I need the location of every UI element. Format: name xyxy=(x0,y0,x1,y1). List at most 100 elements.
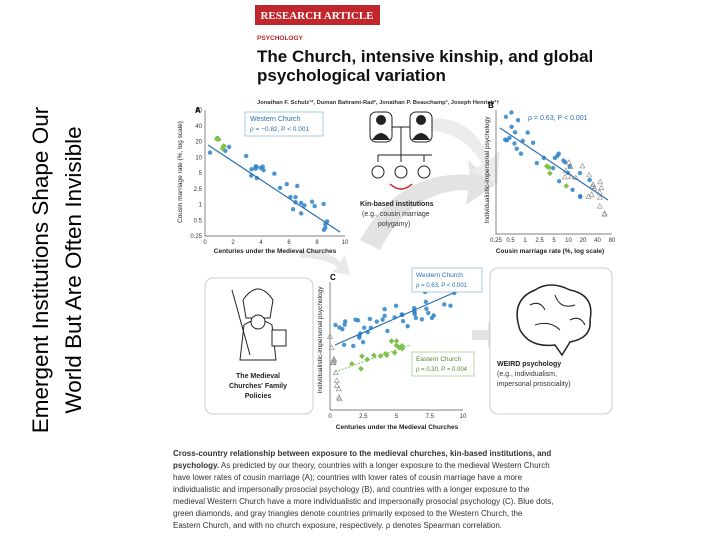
panel-letter: C xyxy=(330,273,336,282)
point xyxy=(534,160,539,166)
x-tick-label: 40 xyxy=(594,238,601,244)
point xyxy=(555,153,560,158)
point xyxy=(374,319,379,324)
panel-letter: A xyxy=(195,106,201,115)
point xyxy=(405,323,410,329)
point xyxy=(335,385,342,392)
point xyxy=(249,167,254,172)
x-tick-label: 7.5 xyxy=(426,414,435,420)
x-tick-label: 0.25 xyxy=(490,238,502,244)
point xyxy=(598,184,605,191)
legend-box xyxy=(411,267,483,293)
caption: Cross-country relationship between expos… xyxy=(173,449,553,530)
y-tick-label: 40 xyxy=(195,124,202,130)
church-text: Policies xyxy=(245,393,272,400)
point xyxy=(382,313,387,319)
point xyxy=(272,171,277,176)
point xyxy=(515,118,521,123)
point xyxy=(312,203,317,209)
x-tick-label: 10 xyxy=(342,240,349,246)
point xyxy=(507,135,512,141)
point xyxy=(243,153,249,159)
y-tick-label: 1 xyxy=(199,203,203,209)
point xyxy=(221,143,227,149)
point xyxy=(258,165,263,171)
point xyxy=(321,227,327,232)
point xyxy=(309,199,315,204)
caption-lead: psychology. xyxy=(173,461,219,470)
y-tick-label: 5 xyxy=(199,171,203,177)
point xyxy=(556,178,562,184)
x-tick-label: 2 xyxy=(231,240,235,246)
point xyxy=(327,333,334,339)
x-tick-label: 4 xyxy=(259,240,263,246)
point xyxy=(588,191,595,197)
x-tick-label: 10 xyxy=(460,414,467,420)
point xyxy=(377,353,384,359)
legend-text: ρ = −0.82, P < 0.001 xyxy=(250,126,309,133)
point xyxy=(284,181,289,187)
point xyxy=(367,316,373,322)
point xyxy=(359,353,365,359)
title-line: World But Are Often Invisible xyxy=(61,126,86,413)
y-label: Individualistic-impersonal psychology xyxy=(317,286,324,394)
x-tick-label: 20 xyxy=(580,238,587,244)
legend-text: ρ = 0.63, P < 0.001 xyxy=(528,115,588,122)
point xyxy=(509,110,514,115)
point xyxy=(342,319,348,324)
point xyxy=(577,170,583,176)
point xyxy=(328,344,335,350)
legend-text: ρ = 0.63, P < 0.001 xyxy=(416,283,468,289)
caption-line: green diamonds, and gray triangles denot… xyxy=(173,509,523,518)
panel-letter: B xyxy=(488,101,494,110)
y-tick-label: 0.25 xyxy=(190,234,202,240)
caption-line: Cross-country relationship between expos… xyxy=(173,449,551,458)
point xyxy=(333,382,340,388)
point xyxy=(579,162,586,169)
point xyxy=(380,317,385,322)
x-tick-label: 2.5 xyxy=(535,238,544,244)
axis xyxy=(495,110,612,235)
point xyxy=(585,193,592,199)
point xyxy=(295,183,300,189)
legend-text: Western Church xyxy=(416,272,463,279)
point xyxy=(597,178,604,185)
y-tick-label: 20 xyxy=(195,140,202,146)
y-label: Individualistic-impersonal psychology xyxy=(484,116,491,224)
point xyxy=(570,187,575,193)
kin-icons xyxy=(369,111,433,190)
axis xyxy=(204,110,345,237)
point xyxy=(563,183,570,189)
trend-line xyxy=(499,127,609,201)
point xyxy=(226,144,232,150)
point xyxy=(578,194,583,200)
legend-text: ρ = 0.30, P = 0.004 xyxy=(416,367,468,373)
x-tick-label: 80 xyxy=(609,238,616,244)
point xyxy=(393,338,400,344)
legend-box xyxy=(411,351,475,377)
authors: Jonathan F. Schulz¹*, Duman Bahrami-Rad²… xyxy=(257,99,499,106)
arrow xyxy=(360,160,495,250)
point xyxy=(426,310,431,316)
caption-line: individualistic and impersonally prosoci… xyxy=(173,485,530,494)
weird-text: (e.g., individualism, xyxy=(497,371,557,378)
point xyxy=(335,394,342,400)
point xyxy=(587,177,592,183)
y-tick-label: 10 xyxy=(195,155,202,161)
axis xyxy=(329,282,463,411)
caption-line: medieval Western Church have a more indi… xyxy=(173,497,553,506)
point xyxy=(589,183,596,189)
point xyxy=(330,355,337,362)
point xyxy=(358,365,364,372)
arrow xyxy=(420,118,500,185)
church-text: The Medieval xyxy=(236,373,280,380)
x-tick-label: 0 xyxy=(328,414,332,420)
point xyxy=(277,185,283,191)
point xyxy=(302,203,307,208)
x-tick-label: 8 xyxy=(315,240,319,246)
article-title: psychological variation xyxy=(257,66,446,85)
point xyxy=(298,200,304,206)
y-label: Cousin marriage rate (%, log scale) xyxy=(177,121,184,223)
pope-icon xyxy=(231,288,287,361)
